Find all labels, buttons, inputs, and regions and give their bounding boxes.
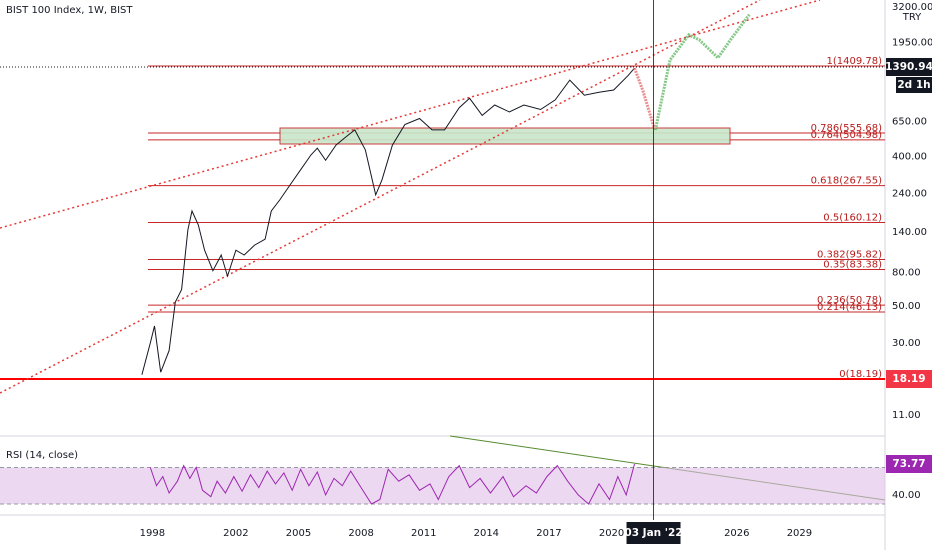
x-tick-label: 2017 <box>536 528 561 539</box>
price-line <box>653 13 751 131</box>
x-tick-label: 1998 <box>140 528 165 539</box>
countdown: 2d 1h <box>897 79 930 91</box>
cursor-tag <box>626 522 681 544</box>
fib-label: 1(1409.78) <box>826 56 882 67</box>
chart-title: BIST 100 Index, 1W, BIST <box>6 5 133 16</box>
price-line <box>633 67 657 131</box>
rsi-band <box>0 467 885 505</box>
support-zone <box>279 127 731 145</box>
rsi-last-label: 73.77 <box>892 458 925 470</box>
price-line <box>141 67 635 375</box>
y-tick-label: 80.00 <box>892 267 921 278</box>
x-tick-label: 2011 <box>411 528 436 539</box>
fib-label: 0.786(555.68) <box>811 123 883 134</box>
x-tick-label: 2002 <box>223 528 248 539</box>
currency: TRY <box>902 12 922 23</box>
rsi-title: RSI (14, close) <box>6 450 78 461</box>
last-price-label: 1390.94 <box>885 61 932 73</box>
price-line <box>149 463 635 505</box>
fib-label: 0.236(50.78) <box>817 295 882 306</box>
x-tick-label: 2005 <box>286 528 311 539</box>
trendline <box>0 0 821 229</box>
cursor-label: 03 Jan '22 <box>624 527 682 539</box>
fib-label: 0.5(160.12) <box>823 213 882 224</box>
base-level-tag <box>886 369 932 388</box>
y-tick-label: 650.00 <box>892 117 927 128</box>
rsi-last-tag <box>886 454 932 473</box>
y-tick-label: 3200.00 <box>892 2 932 13</box>
fib-label: 0.382(95.82) <box>817 249 882 260</box>
y-tick-label: 140.00 <box>892 227 927 238</box>
y-tick-label: 50.00 <box>892 301 921 312</box>
base-level-label: 18.19 <box>892 373 925 385</box>
fib-label: 0(18.19) <box>839 369 882 380</box>
fib-label: 0.214(46.13) <box>817 302 882 313</box>
y-tick-label: 1950.00 <box>892 38 932 49</box>
rsi-tick-label: 40.00 <box>892 490 921 501</box>
x-tick-label: 2008 <box>348 528 373 539</box>
countdown-tag <box>896 76 932 93</box>
fib-label: 0.618(267.55) <box>811 176 883 187</box>
x-tick-label: 2029 <box>787 528 812 539</box>
x-tick-label: 2014 <box>474 528 499 539</box>
fib-label: 0.35(83.38) <box>823 259 882 270</box>
y-tick-label: 11.00 <box>892 410 921 421</box>
y-tick-label: 30.00 <box>892 338 921 349</box>
y-tick-label: 400.00 <box>892 152 927 163</box>
x-tick-label: 2026 <box>724 528 749 539</box>
y-tick-label: 240.00 <box>892 188 927 199</box>
last-price-tag <box>886 57 932 76</box>
x-tick-label: 2020 <box>599 528 624 539</box>
fib-label: 0.764(504.98) <box>811 130 883 141</box>
fib-levels: 1(1409.78) 0.786(555.68)0.764(504.98) 0.61… <box>0 56 885 380</box>
